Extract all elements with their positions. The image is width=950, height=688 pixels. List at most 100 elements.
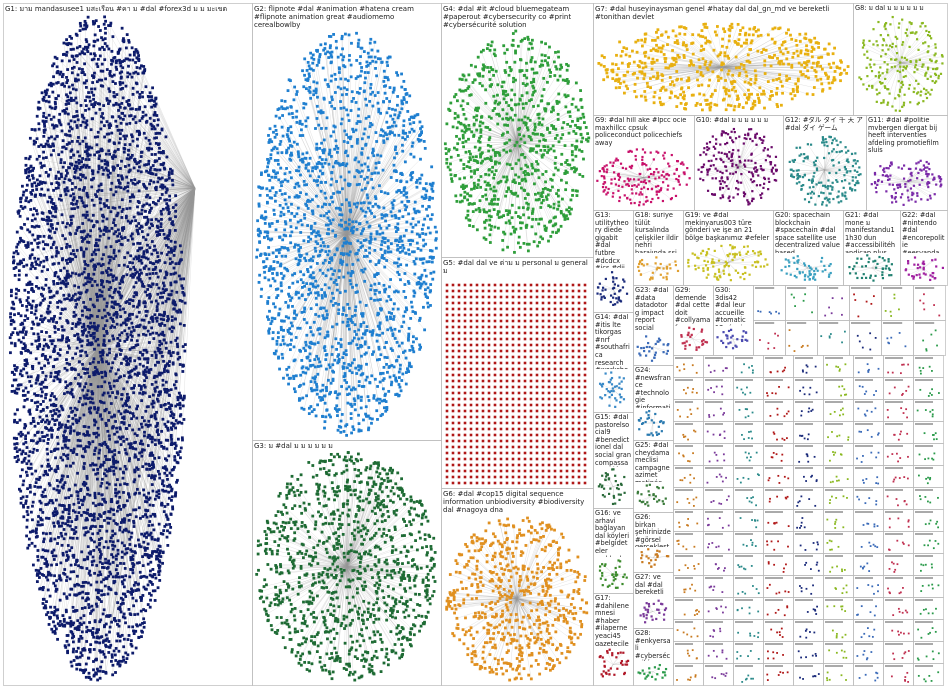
- node: [26, 510, 29, 513]
- node: [72, 648, 75, 651]
- node: [47, 305, 50, 308]
- node: [44, 284, 47, 287]
- node: [18, 448, 21, 451]
- node: [165, 381, 168, 384]
- node: [133, 216, 136, 219]
- node: [27, 391, 30, 394]
- node: [93, 348, 96, 351]
- node: [36, 555, 39, 558]
- node: [90, 186, 93, 189]
- node: [168, 229, 171, 232]
- node: [51, 256, 54, 259]
- node: [172, 416, 175, 419]
- node: [94, 504, 97, 507]
- node: [21, 185, 24, 188]
- node: [79, 29, 82, 32]
- node: [168, 232, 171, 235]
- node: [123, 151, 126, 154]
- node: [180, 284, 183, 287]
- node: [46, 258, 49, 261]
- edge: [693, 339, 697, 348]
- node: [111, 450, 114, 453]
- node: [167, 251, 170, 254]
- node: [52, 75, 55, 78]
- node: [103, 401, 106, 404]
- node: [126, 75, 129, 78]
- node: [123, 256, 126, 259]
- node: [110, 182, 113, 185]
- node: [152, 337, 155, 340]
- node: [81, 314, 84, 317]
- node: [156, 293, 159, 296]
- node: [133, 54, 136, 57]
- edge: [653, 339, 659, 347]
- node: [16, 263, 19, 266]
- node: [113, 379, 116, 382]
- node: [64, 497, 67, 500]
- node: [158, 287, 161, 290]
- node: [78, 155, 81, 158]
- node: [54, 210, 57, 213]
- edge: [607, 475, 613, 487]
- node: [68, 142, 71, 145]
- node: [76, 619, 79, 622]
- node: [104, 324, 107, 327]
- node: [106, 430, 109, 433]
- node: [146, 366, 149, 369]
- node: [21, 468, 24, 471]
- node: [97, 171, 100, 174]
- node: [76, 200, 79, 203]
- node: [85, 158, 88, 161]
- node: [176, 337, 179, 340]
- node: [85, 676, 88, 679]
- node: [147, 492, 150, 495]
- node: [52, 487, 55, 490]
- node: [121, 542, 124, 545]
- node: [77, 73, 80, 76]
- node: [169, 257, 172, 260]
- node: [131, 625, 134, 628]
- node: [174, 210, 177, 213]
- node: [34, 470, 37, 473]
- node: [38, 362, 41, 365]
- node: [18, 274, 21, 277]
- node: [137, 213, 140, 216]
- node: [50, 246, 53, 249]
- node: [110, 132, 113, 135]
- node: [105, 540, 108, 543]
- node: [54, 331, 57, 334]
- node: [138, 428, 141, 431]
- node: [91, 284, 94, 287]
- node: [140, 635, 143, 638]
- node: [37, 422, 40, 425]
- node: [28, 179, 31, 182]
- node: [56, 65, 59, 68]
- node: [102, 613, 105, 616]
- node: [24, 387, 27, 390]
- edge: [875, 182, 906, 184]
- node: [44, 397, 47, 400]
- node: [35, 188, 38, 191]
- node: [112, 519, 115, 522]
- node: [110, 245, 113, 248]
- node: [125, 123, 128, 126]
- node: [139, 517, 142, 520]
- node: [174, 215, 177, 218]
- node: [151, 467, 154, 470]
- node: [68, 60, 71, 63]
- node: [135, 407, 138, 410]
- node: [87, 264, 90, 267]
- node: [76, 150, 79, 153]
- node: [128, 261, 131, 264]
- node: [55, 489, 58, 492]
- node: [100, 160, 103, 163]
- node: [152, 201, 155, 204]
- node: [42, 260, 45, 263]
- node: [25, 189, 28, 192]
- node: [79, 617, 82, 620]
- node: [15, 296, 18, 299]
- node: [137, 539, 140, 542]
- node: [71, 322, 74, 325]
- node: [129, 254, 132, 257]
